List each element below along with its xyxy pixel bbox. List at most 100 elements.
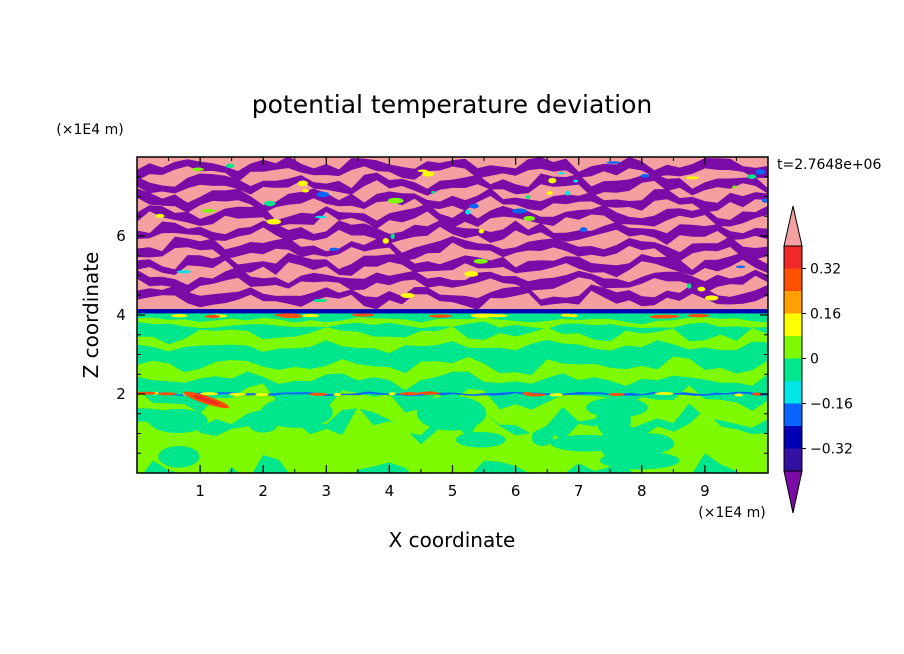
upper-spot — [464, 271, 479, 277]
thin-layer-spot — [522, 391, 532, 395]
upper-spot — [473, 258, 488, 264]
upper-spot — [382, 238, 389, 244]
colorbar-label: −0.16 — [810, 397, 853, 413]
thin-layer — [137, 391, 768, 397]
colorbar-segment — [784, 246, 802, 269]
colorbar-label: −0.32 — [810, 442, 853, 458]
colorbar-segment — [784, 426, 802, 449]
x-tick-label: 7 — [574, 482, 584, 500]
colorbar-label: 0.16 — [810, 307, 841, 323]
interface-spot — [649, 315, 676, 319]
thin-layer-spot — [333, 392, 341, 396]
colorbar-segment — [784, 336, 802, 359]
upper-spot — [606, 161, 621, 164]
colorbar-segment — [784, 268, 802, 291]
upper-spot — [431, 190, 436, 194]
x-axis-title: X coordinate — [389, 528, 516, 552]
x-tick-label: 2 — [258, 482, 268, 500]
thin-layer-spot — [734, 393, 744, 397]
lower-lime-band — [137, 356, 768, 391]
y-tick-label: 4 — [116, 306, 126, 324]
upper-purple-band — [137, 236, 768, 262]
upper-purple-band — [137, 157, 768, 183]
upper-spot — [469, 203, 479, 209]
thin-layer-spot — [309, 392, 328, 396]
upper-spot — [313, 298, 328, 303]
lower-swirl — [586, 397, 648, 418]
upper-spot — [761, 198, 768, 203]
upper-spot — [747, 174, 757, 179]
interface-spot — [170, 314, 188, 318]
x-tick-label: 1 — [195, 482, 205, 500]
lower-swirl — [137, 408, 175, 422]
chart-title: potential temperature deviation — [252, 90, 652, 119]
upper-purple-band — [137, 252, 768, 278]
colorbar-segment — [784, 381, 802, 404]
thin-layer-spot — [549, 393, 559, 397]
x-tick-label: 9 — [700, 482, 710, 500]
upper-spot — [192, 167, 204, 172]
upper-spot — [546, 191, 553, 195]
upper-spot — [400, 292, 415, 299]
x-tick-label: 3 — [322, 482, 332, 500]
x-unit-label: (×1E4 m) — [698, 505, 765, 521]
colorbar-segment — [784, 358, 802, 381]
thin-layer-spot — [200, 392, 219, 396]
interface-spot — [274, 313, 301, 317]
upper-spot — [264, 200, 276, 207]
upper-spot — [478, 228, 485, 234]
interface-spot — [204, 314, 221, 319]
interface-spot — [301, 314, 320, 318]
thin-layer-spot — [608, 392, 625, 396]
lower-swirl — [260, 396, 333, 428]
x-tick-label: 5 — [448, 482, 458, 500]
upper-purple-band — [137, 266, 768, 294]
lower-lime-band — [137, 326, 768, 354]
upper-spot — [704, 295, 719, 301]
upper-spot — [314, 215, 327, 219]
colorbar-label: 0 — [810, 352, 819, 368]
upper-spot — [176, 270, 192, 274]
upper-spot — [155, 213, 165, 219]
upper-spot — [387, 197, 404, 204]
colorbar-extend-max — [783, 205, 803, 247]
upper-spot — [732, 185, 737, 189]
upper-spot — [548, 177, 557, 184]
x-axis-ticks: 1 2 3 4 5 6 7 8 9 — [136, 157, 769, 500]
upper-spot — [297, 180, 308, 187]
time-label: t=2.7648e+06 — [777, 157, 881, 173]
colorbar: 0.32 0.16 0 −0.16 −0.32 — [783, 205, 853, 514]
upper-spot — [316, 191, 330, 198]
upper-spot — [573, 179, 579, 183]
colorbar-segment — [784, 448, 802, 471]
upper-spot — [735, 265, 746, 269]
thin-layer-spot — [388, 392, 396, 396]
y-tick-label: 2 — [116, 385, 126, 403]
lower-lime-band — [137, 317, 768, 329]
upper-spot — [579, 227, 588, 233]
lower-swirl — [531, 429, 554, 446]
colorbar-segment — [784, 313, 802, 336]
thin-layer-spot — [423, 391, 437, 395]
lower-swirl — [550, 434, 623, 452]
upper-spot — [422, 171, 435, 177]
thin-layer-spot — [157, 392, 177, 396]
upper-spot — [225, 163, 235, 168]
thin-layer-spot — [229, 392, 247, 396]
interface-spot — [560, 313, 573, 317]
colorbar-label: 0.32 — [810, 262, 841, 278]
interface-spot — [482, 314, 509, 318]
y-tick-label: 6 — [116, 227, 126, 245]
colorbar-segment — [784, 291, 802, 314]
upper-spot — [201, 209, 216, 213]
thin-layer-spot — [752, 392, 763, 396]
y-unit-label: (×1E4 m) — [56, 122, 123, 138]
lower-swirl — [416, 395, 487, 431]
upper-spot — [755, 169, 766, 175]
upper-spot — [512, 208, 528, 214]
upper-spot — [685, 176, 700, 180]
upper-spot — [390, 233, 395, 240]
interface-spot — [351, 313, 375, 317]
upper-spot — [465, 209, 471, 215]
